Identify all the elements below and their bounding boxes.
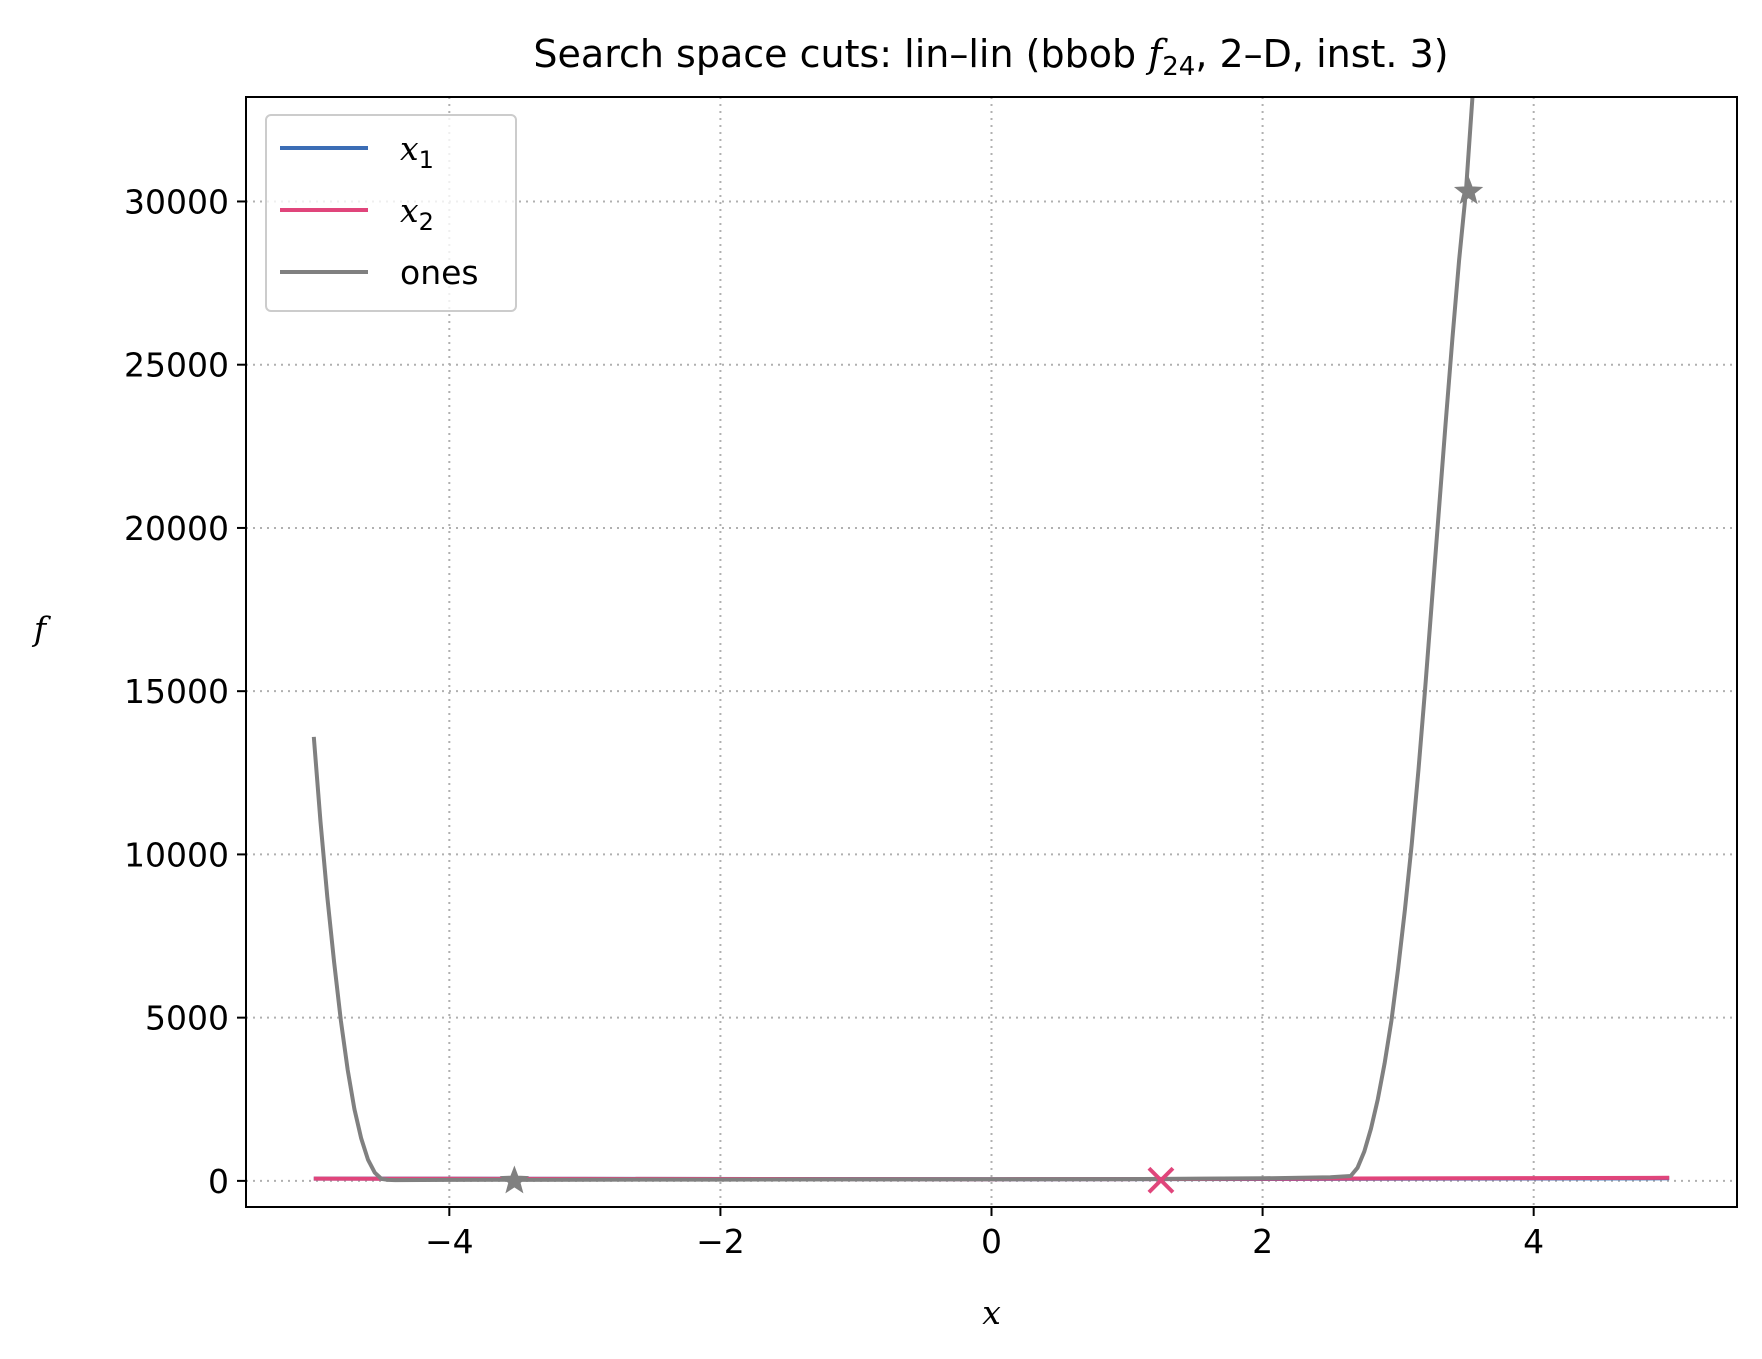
legend-item: ones (280, 253, 479, 292)
x-axis-label: x (982, 1293, 1001, 1332)
star-marker (499, 1165, 530, 1194)
x-marker (1147, 1166, 1175, 1194)
legend-label-sub: 2 (419, 208, 434, 236)
legend-box (265, 114, 517, 312)
star-marker (1453, 176, 1484, 205)
grid (246, 97, 1737, 1207)
axis-ticks: −4 −2 0 2 4 0 5000 10000 15000 20000 25000 30000 (124, 182, 1544, 1261)
legend-label-sub: 1 (419, 146, 434, 174)
y-tick-label: 15000 (124, 672, 229, 711)
chart-title: Search space cuts: lin–lin (bbob f24, 2–… (533, 32, 1448, 82)
chart-title-func-sub: 24 (1162, 52, 1195, 82)
y-tick-label: 5000 (145, 999, 229, 1038)
series-line-3 (311, 97, 1475, 1183)
marker-layer (499, 176, 1484, 1194)
y-tick-label: 25000 (124, 346, 229, 385)
x-tick-label: 2 (1252, 1222, 1273, 1261)
x-tick-label: −2 (696, 1222, 745, 1261)
chart-title-suffix: , 2–D, inst. 3) (1195, 32, 1448, 76)
legend-label: ones (400, 253, 479, 292)
x-tick-label: 0 (981, 1222, 1002, 1261)
y-tick-label: 10000 (124, 835, 229, 874)
y-tick-label: 20000 (124, 509, 229, 548)
series-layer (311, 97, 1670, 1183)
y-tick-label: 0 (208, 1162, 229, 1201)
x-tick-label: 4 (1523, 1222, 1544, 1261)
x-tick-label: −4 (425, 1222, 474, 1261)
y-axis-label: f (31, 609, 52, 648)
chart-title-prefix: Search space cuts: lin–lin (bbob (533, 32, 1148, 76)
y-tick-label: 30000 (124, 182, 229, 221)
